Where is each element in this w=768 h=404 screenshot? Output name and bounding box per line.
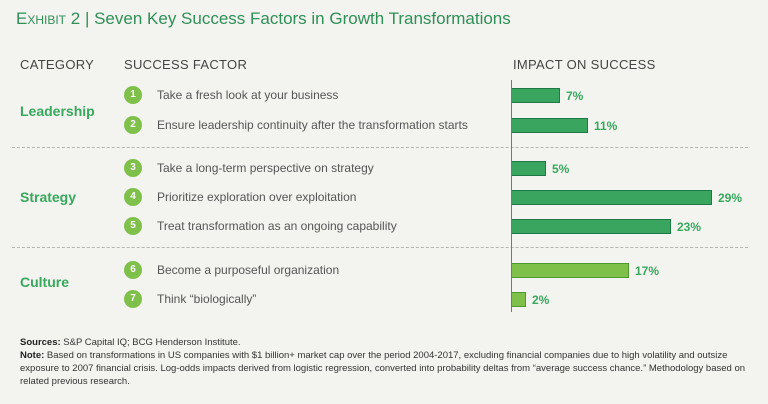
impact-bar bbox=[512, 292, 526, 307]
impact-value-label: 11% bbox=[594, 119, 618, 133]
note-line: Note: Based on transformations in US com… bbox=[20, 349, 750, 388]
title-text: Seven Key Success Factors in Growth Tran… bbox=[94, 9, 511, 28]
factor-number: 5 bbox=[124, 217, 142, 235]
factor-label: Take a fresh look at your business bbox=[157, 88, 339, 102]
sources-text: S&P Capital IQ; BCG Henderson Institute. bbox=[63, 337, 241, 348]
impact-column-header: IMPACT ON SUCCESS bbox=[513, 57, 656, 72]
exhibit-label: Exhibit 2 bbox=[16, 9, 81, 28]
factor-label: Take a long-term perspective on strategy bbox=[157, 161, 374, 175]
chart-title: Exhibit 2 | Seven Key Success Factors in… bbox=[16, 9, 511, 29]
factor-label: Treat transformation as an ongoing capab… bbox=[157, 219, 397, 233]
impact-value-label: 17% bbox=[635, 264, 660, 278]
group-separator bbox=[12, 147, 748, 148]
factor-number: 2 bbox=[124, 116, 142, 134]
factor-number: 7 bbox=[124, 290, 142, 308]
factor-number: 4 bbox=[124, 188, 142, 206]
category-culture: Culture bbox=[20, 274, 69, 290]
chart-axis-line bbox=[511, 80, 512, 312]
factor-label: Become a purposeful organization bbox=[157, 263, 340, 277]
factor-number: 1 bbox=[124, 86, 142, 104]
factor-label: Ensure leadership continuity after the t… bbox=[157, 118, 468, 132]
impact-value-label: 7% bbox=[566, 89, 584, 103]
footer-notes: Sources: S&P Capital IQ; BCG Henderson I… bbox=[20, 336, 750, 388]
note-label: Note: bbox=[20, 350, 45, 361]
factor-column-header: SUCCESS FACTOR bbox=[124, 57, 248, 72]
impact-value-label: 2% bbox=[532, 293, 550, 307]
factor-label: Think “biologically” bbox=[157, 292, 257, 306]
factor-label: Prioritize exploration over exploitation bbox=[157, 190, 357, 204]
impact-value-label: 29% bbox=[718, 191, 743, 205]
impact-bar bbox=[512, 118, 588, 133]
factor-number: 6 bbox=[124, 261, 142, 279]
impact-bar bbox=[512, 88, 560, 103]
impact-bar bbox=[512, 219, 671, 234]
note-text: Based on transformations in US companies… bbox=[20, 350, 746, 387]
category-column-header: CATEGORY bbox=[20, 57, 95, 72]
impact-bar bbox=[512, 263, 629, 278]
impact-value-label: 23% bbox=[677, 220, 702, 234]
title-separator: | bbox=[84, 9, 90, 28]
category-strategy: Strategy bbox=[20, 189, 77, 205]
impact-bar bbox=[512, 161, 546, 176]
impact-value-label: 5% bbox=[552, 162, 570, 176]
category-leadership: Leadership bbox=[20, 103, 95, 119]
sources-line: Sources: S&P Capital IQ; BCG Henderson I… bbox=[20, 336, 750, 349]
sources-label: Sources: bbox=[20, 337, 61, 348]
group-separator bbox=[12, 247, 748, 248]
impact-bar bbox=[512, 190, 712, 205]
factor-number: 3 bbox=[124, 159, 142, 177]
